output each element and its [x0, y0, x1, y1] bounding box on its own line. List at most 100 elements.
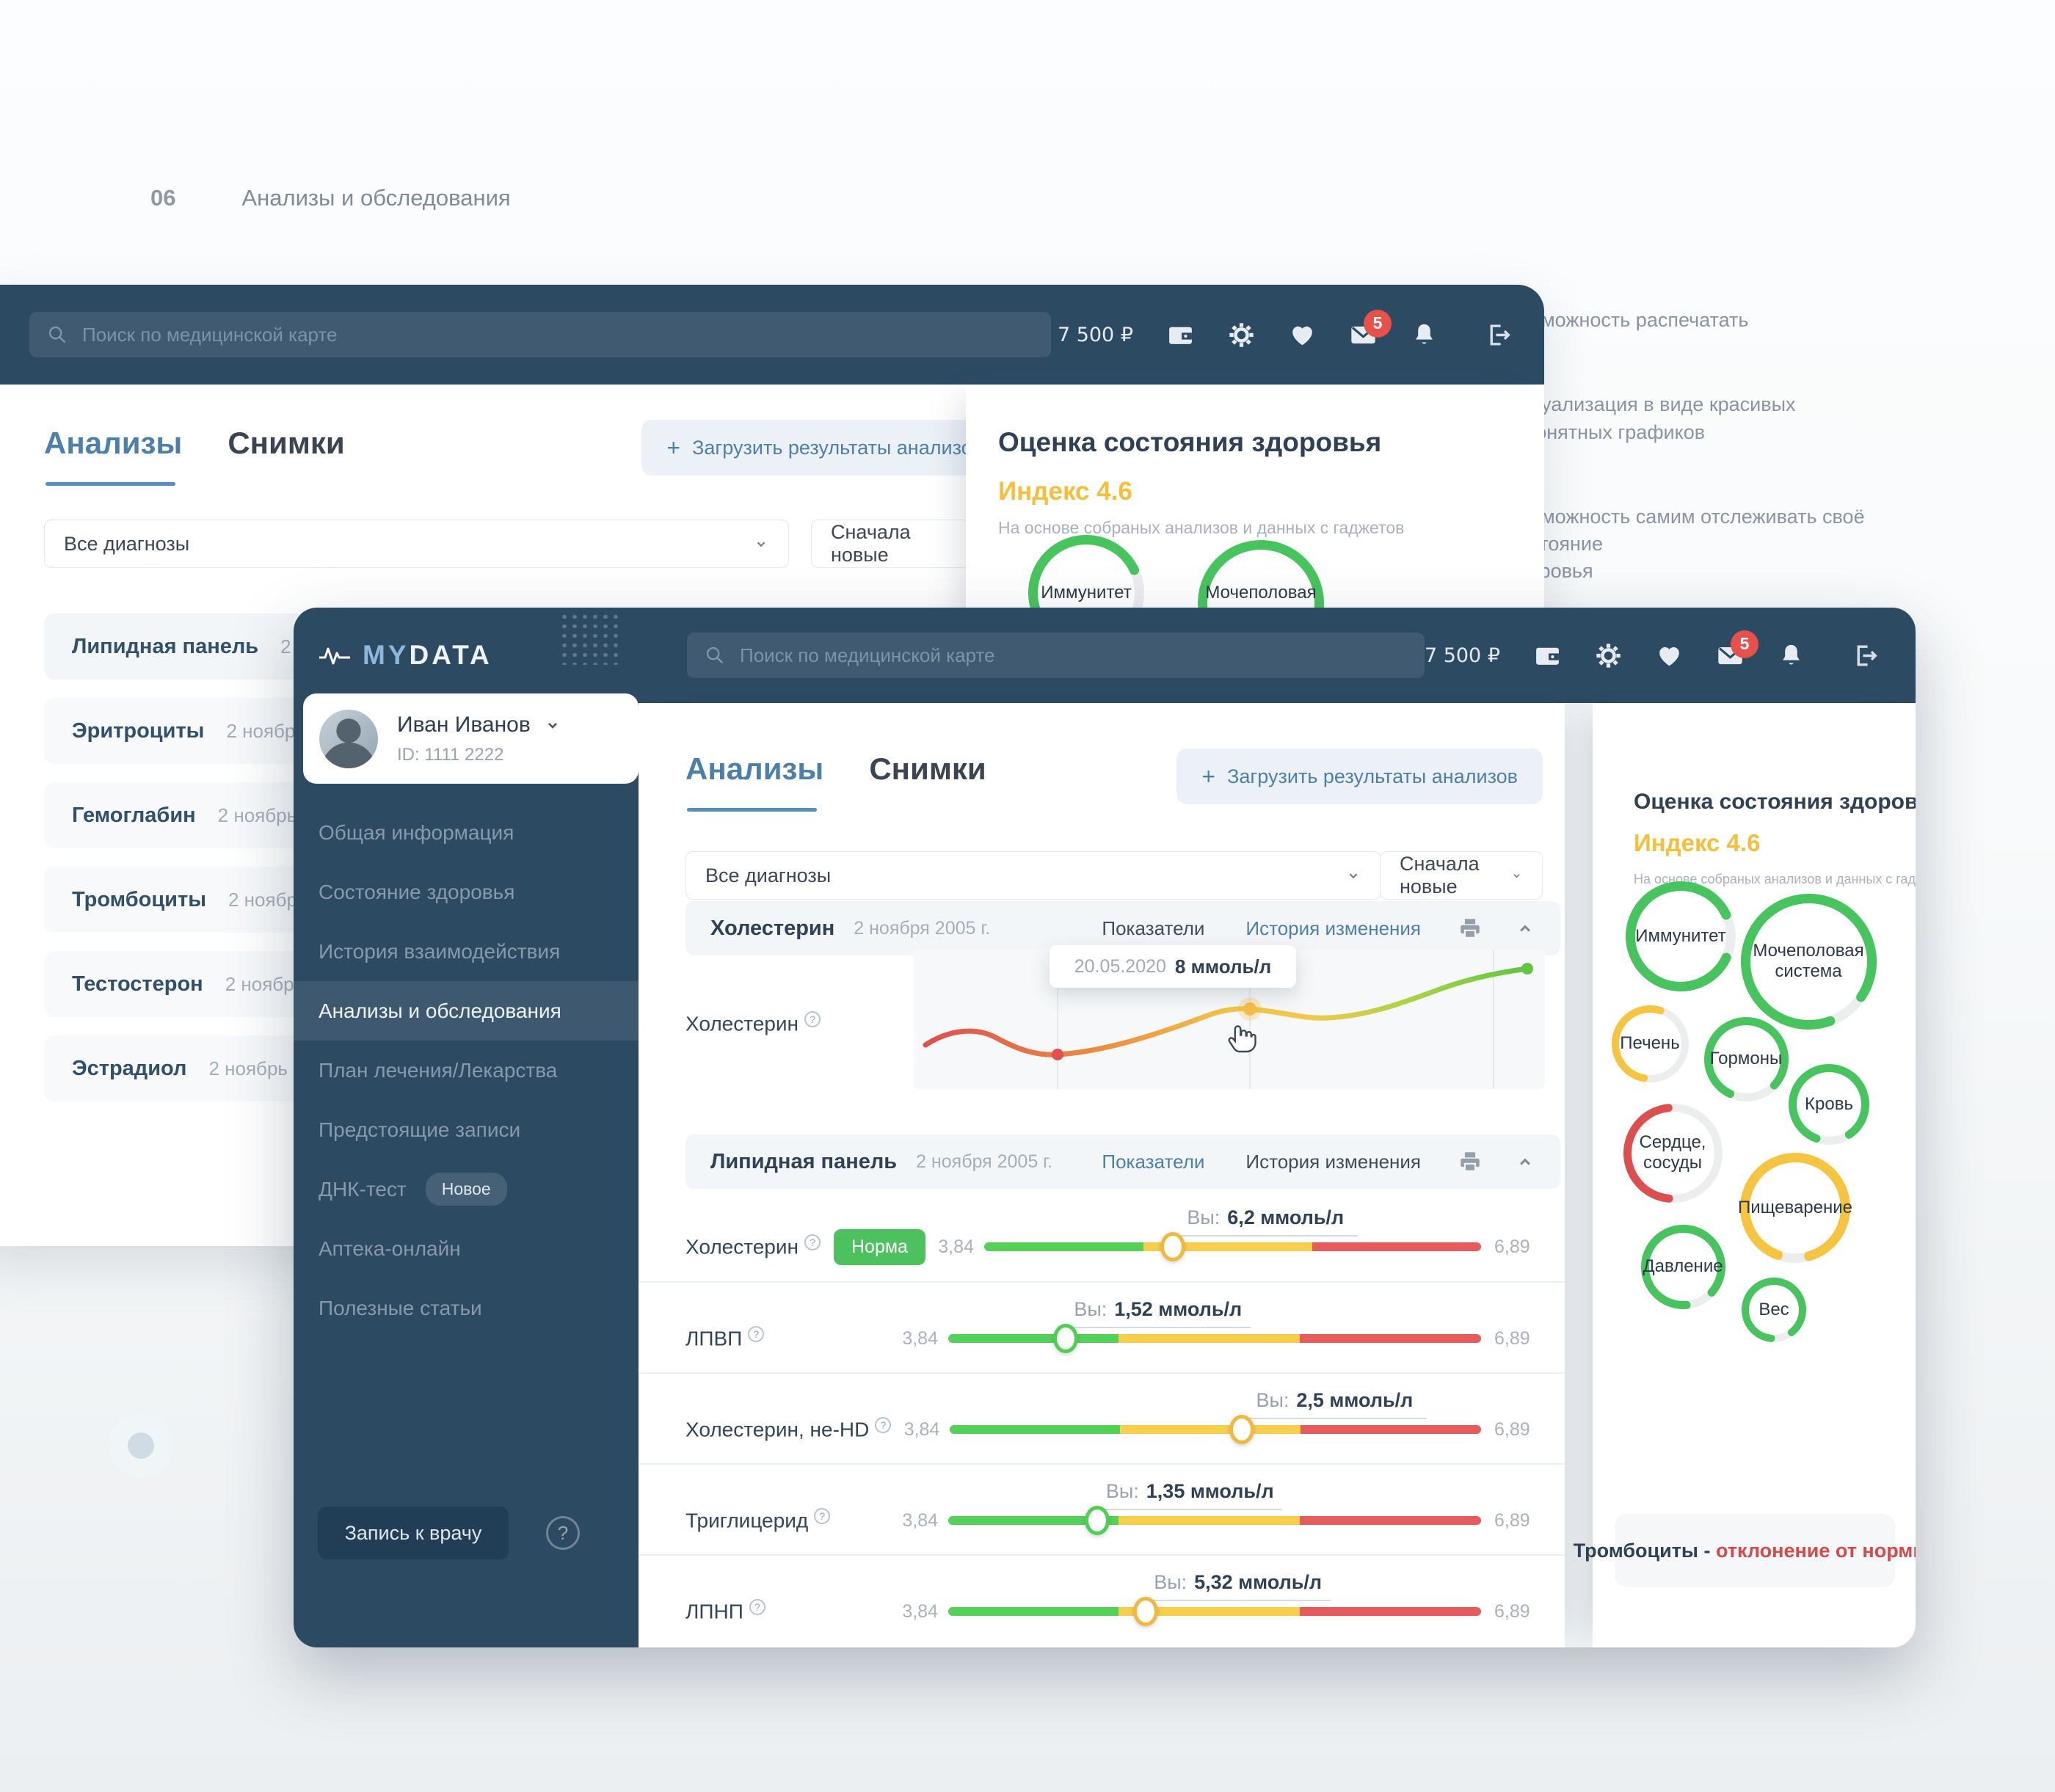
health-subtitle: На основе собраных анализов и данных с г…: [1634, 872, 1916, 886]
search-field[interactable]: [687, 633, 1425, 678]
health-index: Индекс 4.6: [998, 477, 1132, 506]
chevron-down-icon: [753, 536, 769, 552]
notifications-bell-icon[interactable]: [1411, 321, 1438, 349]
section-tab-indicators[interactable]: Показатели: [1102, 917, 1205, 939]
tab-images[interactable]: Снимки: [869, 751, 986, 786]
printer-icon[interactable]: [1458, 1149, 1483, 1174]
info-icon[interactable]: ?: [875, 1417, 892, 1434]
analysis-name: Тромбоциты: [72, 887, 206, 911]
favorites-heart-icon[interactable]: [1289, 321, 1316, 349]
chevron-down-icon: [1345, 867, 1361, 884]
wallet-icon[interactable]: [1167, 321, 1194, 349]
lipid-row: ЛПВП? 3,84 Вы: 1,52 ммоль/л 6,89: [639, 1281, 1565, 1372]
avatar: [319, 709, 378, 768]
search-icon: [47, 324, 68, 345]
zone-green: [948, 1607, 1119, 1616]
tab-images[interactable]: Снимки: [228, 426, 345, 460]
wallet-icon[interactable]: [1534, 642, 1561, 669]
deviation-alert[interactable]: Тромбоциты - отклонение от нормы!: [1574, 1514, 1916, 1587]
logout-icon[interactable]: [1852, 642, 1879, 669]
sidebar-item-аптека-онлайн[interactable]: Аптека-онлайн: [294, 1219, 639, 1278]
range-slider[interactable]: Вы: 5,32 ммоль/л: [948, 1571, 1481, 1626]
info-icon[interactable]: ?: [804, 1011, 821, 1027]
alert-separator: -: [1698, 1539, 1716, 1562]
zone-green: [950, 1425, 1120, 1434]
favorites-heart-icon[interactable]: [1656, 642, 1683, 669]
chevron-down-icon[interactable]: [544, 716, 561, 734]
metric-value-label: Вы: 1,35 ммоль/л: [1097, 1480, 1283, 1518]
info-icon[interactable]: ?: [749, 1599, 765, 1616]
ring-label: Сердце, сосуды: [1639, 1132, 1706, 1173]
tab-analyses[interactable]: Анализы: [685, 751, 824, 812]
analysis-name: Липидная панель: [72, 634, 259, 658]
sort-select[interactable]: Сначала новые: [1380, 851, 1543, 900]
health-panel-title: Оценка состояния здоровья: [1634, 790, 1916, 814]
collapse-chevron-icon[interactable]: [1515, 918, 1535, 939]
slider-handle[interactable]: [1160, 1232, 1186, 1261]
messages-icon[interactable]: 5: [1350, 309, 1392, 349]
user-card[interactable]: Иван Иванов ID: 1111 2222: [303, 693, 639, 784]
section-tab-indicators[interactable]: Показатели: [1102, 1150, 1205, 1173]
slide-number: 06: [150, 185, 176, 211]
search-input[interactable]: [82, 323, 1033, 346]
zone-yellow: [1119, 1425, 1301, 1434]
metric-label: Триглицерид?: [685, 1508, 831, 1532]
messages-icon[interactable]: 5: [1717, 630, 1758, 669]
collapse-chevron-icon[interactable]: [1515, 1151, 1535, 1172]
diagnosis-filter-select[interactable]: Все диагнозы: [44, 520, 789, 568]
range-slider[interactable]: Вы: 6,2 ммоль/л: [983, 1206, 1481, 1261]
slider-handle[interactable]: [1085, 1506, 1110, 1535]
settings-gear-icon[interactable]: [1595, 642, 1622, 669]
zone-red: [1300, 1607, 1481, 1616]
health-index: Индекс 4.6: [1634, 829, 1761, 856]
upload-results-button[interactable]: + Загрузить результаты анализов: [1176, 749, 1543, 804]
sidebar-item-план-лечения-лекарства[interactable]: План лечения/Лекарства: [294, 1041, 639, 1100]
sidebar-item-состояние-здоровья[interactable]: Состояние здоровья: [294, 862, 639, 922]
search-field[interactable]: [29, 312, 1051, 357]
health-panel-title: Оценка состояния здоровья: [998, 427, 1382, 457]
notifications-bell-icon[interactable]: [1778, 642, 1805, 669]
slider-handle[interactable]: [1132, 1597, 1158, 1626]
sidebar-item-label: ДНК-тест: [319, 1177, 407, 1201]
range-min-label: 3,84: [903, 1418, 940, 1440]
feature-text: Возможность распечатать: [1508, 309, 1749, 331]
book-doctor-button[interactable]: Запись к врачу: [318, 1507, 509, 1559]
help-icon[interactable]: ?: [546, 1516, 580, 1550]
slider-handle[interactable]: [1052, 1324, 1078, 1353]
value-number: 1,35 ммоль/л: [1146, 1480, 1274, 1502]
zone-yellow: [1143, 1242, 1312, 1251]
metric-value-label: Вы: 2,5 ммоль/л: [1242, 1389, 1427, 1427]
sidebar-item-история-взаимодействия[interactable]: История взаимодействия: [294, 922, 639, 981]
logout-icon[interactable]: [1485, 321, 1512, 349]
slider-handle[interactable]: [1229, 1415, 1255, 1444]
zone-red: [1300, 1516, 1481, 1525]
plus-icon: +: [666, 434, 681, 461]
range-slider[interactable]: Вы: 2,5 ммоль/л: [950, 1389, 1481, 1444]
printer-icon[interactable]: [1458, 916, 1483, 941]
info-icon[interactable]: ?: [804, 1234, 821, 1251]
section-header-cholesterol: Холестерин 2 ноября 2005 г. Показатели И…: [685, 901, 1560, 955]
section-tab-history[interactable]: История изменения: [1245, 1150, 1421, 1173]
info-icon[interactable]: ?: [748, 1326, 765, 1343]
upload-results-button[interactable]: + Загрузить результаты анализов: [641, 420, 1008, 476]
chart-row-label: Холестерин?: [685, 1011, 821, 1035]
sidebar-item-общая-информация[interactable]: Общая информация: [294, 803, 639, 862]
value-number: 2,5 ммоль/л: [1296, 1389, 1414, 1411]
settings-gear-icon[interactable]: [1228, 321, 1255, 349]
sidebar-item-предстоящие-записи[interactable]: Предстоящие записи: [294, 1100, 639, 1159]
sidebar-item-полезные-статьи[interactable]: Полезные статьи: [294, 1278, 639, 1338]
search-input[interactable]: [740, 644, 1407, 667]
metric-value-label: Вы: 5,32 ммоль/л: [1145, 1571, 1331, 1609]
range-slider[interactable]: Вы: 1,35 ммоль/л: [948, 1480, 1481, 1535]
tab-analyses[interactable]: Анализы: [44, 426, 183, 486]
health-rings: Иммунитет Мочеполовая система Печень Гормоны…: [1593, 703, 1916, 1647]
diagnosis-filter-select[interactable]: Все диагнозы: [685, 851, 1381, 900]
section-tab-history[interactable]: История изменения: [1245, 917, 1421, 939]
sidebar-item-днк-тест[interactable]: ДНК-тест Новое: [294, 1159, 639, 1219]
range-slider[interactable]: Вы: 1,52 ммоль/л: [948, 1298, 1481, 1353]
sidebar-menu: Общая информация Состояние здоровья Истори…: [294, 803, 639, 1338]
sidebar-item-label: История взаимодействия: [319, 939, 561, 963]
alert-metric-name: Тромбоциты: [1573, 1539, 1698, 1562]
sidebar-item-анализы-и-обследования[interactable]: Анализы и обследования: [294, 981, 639, 1041]
info-icon[interactable]: ?: [814, 1508, 831, 1525]
